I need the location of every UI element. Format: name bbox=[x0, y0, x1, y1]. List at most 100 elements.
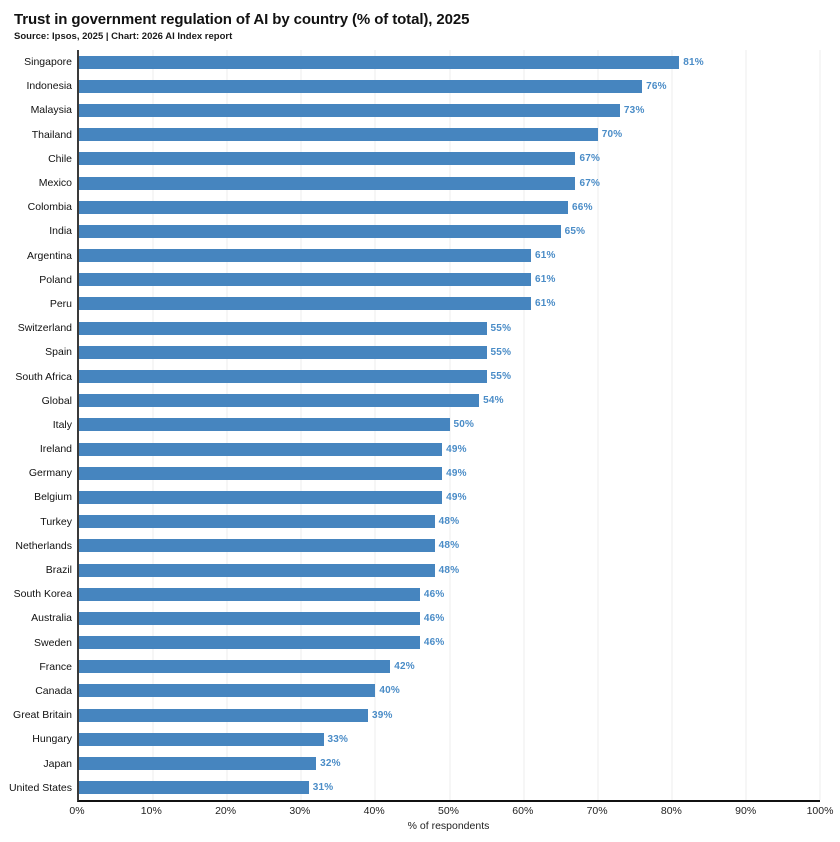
bar bbox=[79, 660, 391, 674]
category-label: Chile bbox=[48, 152, 72, 165]
value-label: 46% bbox=[423, 637, 445, 649]
x-tick-label: 100% bbox=[806, 805, 834, 817]
value-label: 33% bbox=[327, 733, 349, 745]
bar bbox=[79, 781, 309, 795]
bar bbox=[79, 515, 435, 529]
bar-row: Sweden 46% bbox=[34, 631, 820, 655]
gridline bbox=[523, 50, 525, 800]
bar bbox=[79, 79, 643, 93]
category-label: Malaysia bbox=[30, 104, 72, 117]
value-label: 49% bbox=[446, 467, 467, 479]
bar bbox=[79, 636, 420, 650]
bar-row: Netherlands 48% bbox=[15, 534, 820, 558]
category-label: Singapore bbox=[24, 56, 72, 69]
bar-row: Poland 61% bbox=[39, 268, 820, 292]
category-label: France bbox=[39, 660, 72, 673]
bar-row: Turkey 48% bbox=[40, 510, 820, 534]
bar-row: Indonesia 76% bbox=[26, 74, 820, 98]
category-label: Hungary bbox=[32, 733, 72, 746]
category-label: Germany bbox=[28, 467, 72, 480]
bar bbox=[79, 684, 376, 698]
category-label: Switzerland bbox=[17, 322, 72, 335]
bar-row: Singapore 81% bbox=[24, 50, 820, 74]
bar bbox=[79, 103, 620, 117]
bar bbox=[79, 539, 435, 553]
bar bbox=[79, 466, 443, 480]
value-label: 66% bbox=[572, 201, 593, 213]
x-tick-label: 0% bbox=[69, 805, 85, 817]
bar bbox=[79, 611, 420, 625]
bar-row: Great Britain 39% bbox=[13, 703, 820, 727]
value-label: 49% bbox=[446, 491, 467, 503]
bar-row: Belgium 49% bbox=[34, 485, 820, 509]
category-label: Italy bbox=[52, 418, 72, 431]
bar-row: Argentina 61% bbox=[27, 244, 820, 268]
bar-row: Malaysia 73% bbox=[31, 98, 820, 122]
category-label: Brazil bbox=[45, 564, 72, 577]
gridline bbox=[671, 50, 673, 800]
bar-row: Australia 46% bbox=[31, 606, 820, 630]
bars: Singapore 81% Indonesia 76% Malaysia 73% Thail… bbox=[9, 50, 820, 800]
bar bbox=[79, 394, 480, 408]
category-label: Poland bbox=[39, 273, 72, 286]
category-label: India bbox=[49, 225, 72, 238]
value-label: 70% bbox=[601, 129, 623, 141]
x-axis-ticks: 0% 10% 20% 30% 40% 50% 60% 70% 80% 90% 100% bbox=[69, 805, 833, 819]
bar bbox=[79, 732, 324, 746]
chart-source: Source: Ipsos, 2025 | Chart: 2026 AI Ind… bbox=[14, 31, 233, 42]
bar bbox=[79, 249, 531, 263]
bar bbox=[79, 297, 531, 311]
category-label: South Africa bbox=[15, 370, 72, 383]
bar bbox=[79, 321, 487, 335]
bar-row: United States 31% bbox=[9, 776, 820, 800]
category-label: Mexico bbox=[38, 177, 72, 190]
gridline bbox=[819, 50, 821, 800]
gridline bbox=[597, 50, 599, 800]
x-tick-label: 80% bbox=[660, 805, 682, 817]
bar-row: Peru 61% bbox=[50, 292, 820, 316]
chart-title: Trust in government regulation of AI by … bbox=[14, 11, 470, 28]
x-tick-label: 20% bbox=[215, 805, 237, 817]
bar-row: Switzerland 55% bbox=[18, 316, 820, 340]
x-tick-label: 10% bbox=[140, 805, 162, 817]
value-label: 46% bbox=[423, 612, 445, 624]
bar-row: Colombia 66% bbox=[28, 195, 820, 219]
category-label: Argentina bbox=[27, 249, 72, 262]
x-axis-label: % of respondents bbox=[407, 820, 490, 832]
value-label: 48% bbox=[438, 516, 460, 528]
category-label: Netherlands bbox=[15, 539, 72, 552]
value-label: 81% bbox=[683, 56, 704, 68]
category-label: Belgium bbox=[34, 491, 72, 504]
bar bbox=[79, 418, 450, 432]
bar-row: Ireland 49% bbox=[40, 437, 820, 461]
x-tick-label: 70% bbox=[586, 805, 608, 817]
value-label: 76% bbox=[646, 80, 667, 92]
value-label: 67% bbox=[579, 153, 601, 165]
value-label: 61% bbox=[535, 274, 556, 286]
value-label: 67% bbox=[579, 177, 601, 189]
bar bbox=[79, 55, 680, 69]
bar-row: France 42% bbox=[39, 655, 820, 679]
bar-row: Hungary 33% bbox=[32, 727, 820, 751]
value-label: 49% bbox=[446, 443, 467, 455]
bar-row: Germany 49% bbox=[29, 461, 820, 485]
bar-row: Global 54% bbox=[42, 389, 820, 413]
bar bbox=[79, 176, 576, 190]
chart: Singapore 81% Indonesia 76% Malaysia 73% Thail… bbox=[9, 50, 833, 832]
x-tick-label: 40% bbox=[363, 805, 385, 817]
category-label: Great Britain bbox=[13, 709, 72, 722]
bar-row: Thailand 70% bbox=[32, 123, 820, 147]
bar bbox=[79, 273, 531, 287]
value-label: 39% bbox=[371, 709, 393, 721]
category-label: Spain bbox=[45, 346, 72, 359]
plot-area: Singapore 81% Indonesia 76% Malaysia 73% Thail… bbox=[9, 50, 821, 802]
category-label: South Korea bbox=[13, 588, 72, 601]
category-label: Global bbox=[41, 394, 72, 407]
bar-row: Spain 55% bbox=[45, 340, 820, 364]
category-label: Australia bbox=[31, 612, 72, 625]
bar bbox=[79, 708, 368, 722]
value-label: 73% bbox=[623, 104, 645, 116]
gridline bbox=[745, 50, 747, 800]
bar-row: Italy 50% bbox=[53, 413, 820, 437]
bar bbox=[79, 128, 598, 142]
